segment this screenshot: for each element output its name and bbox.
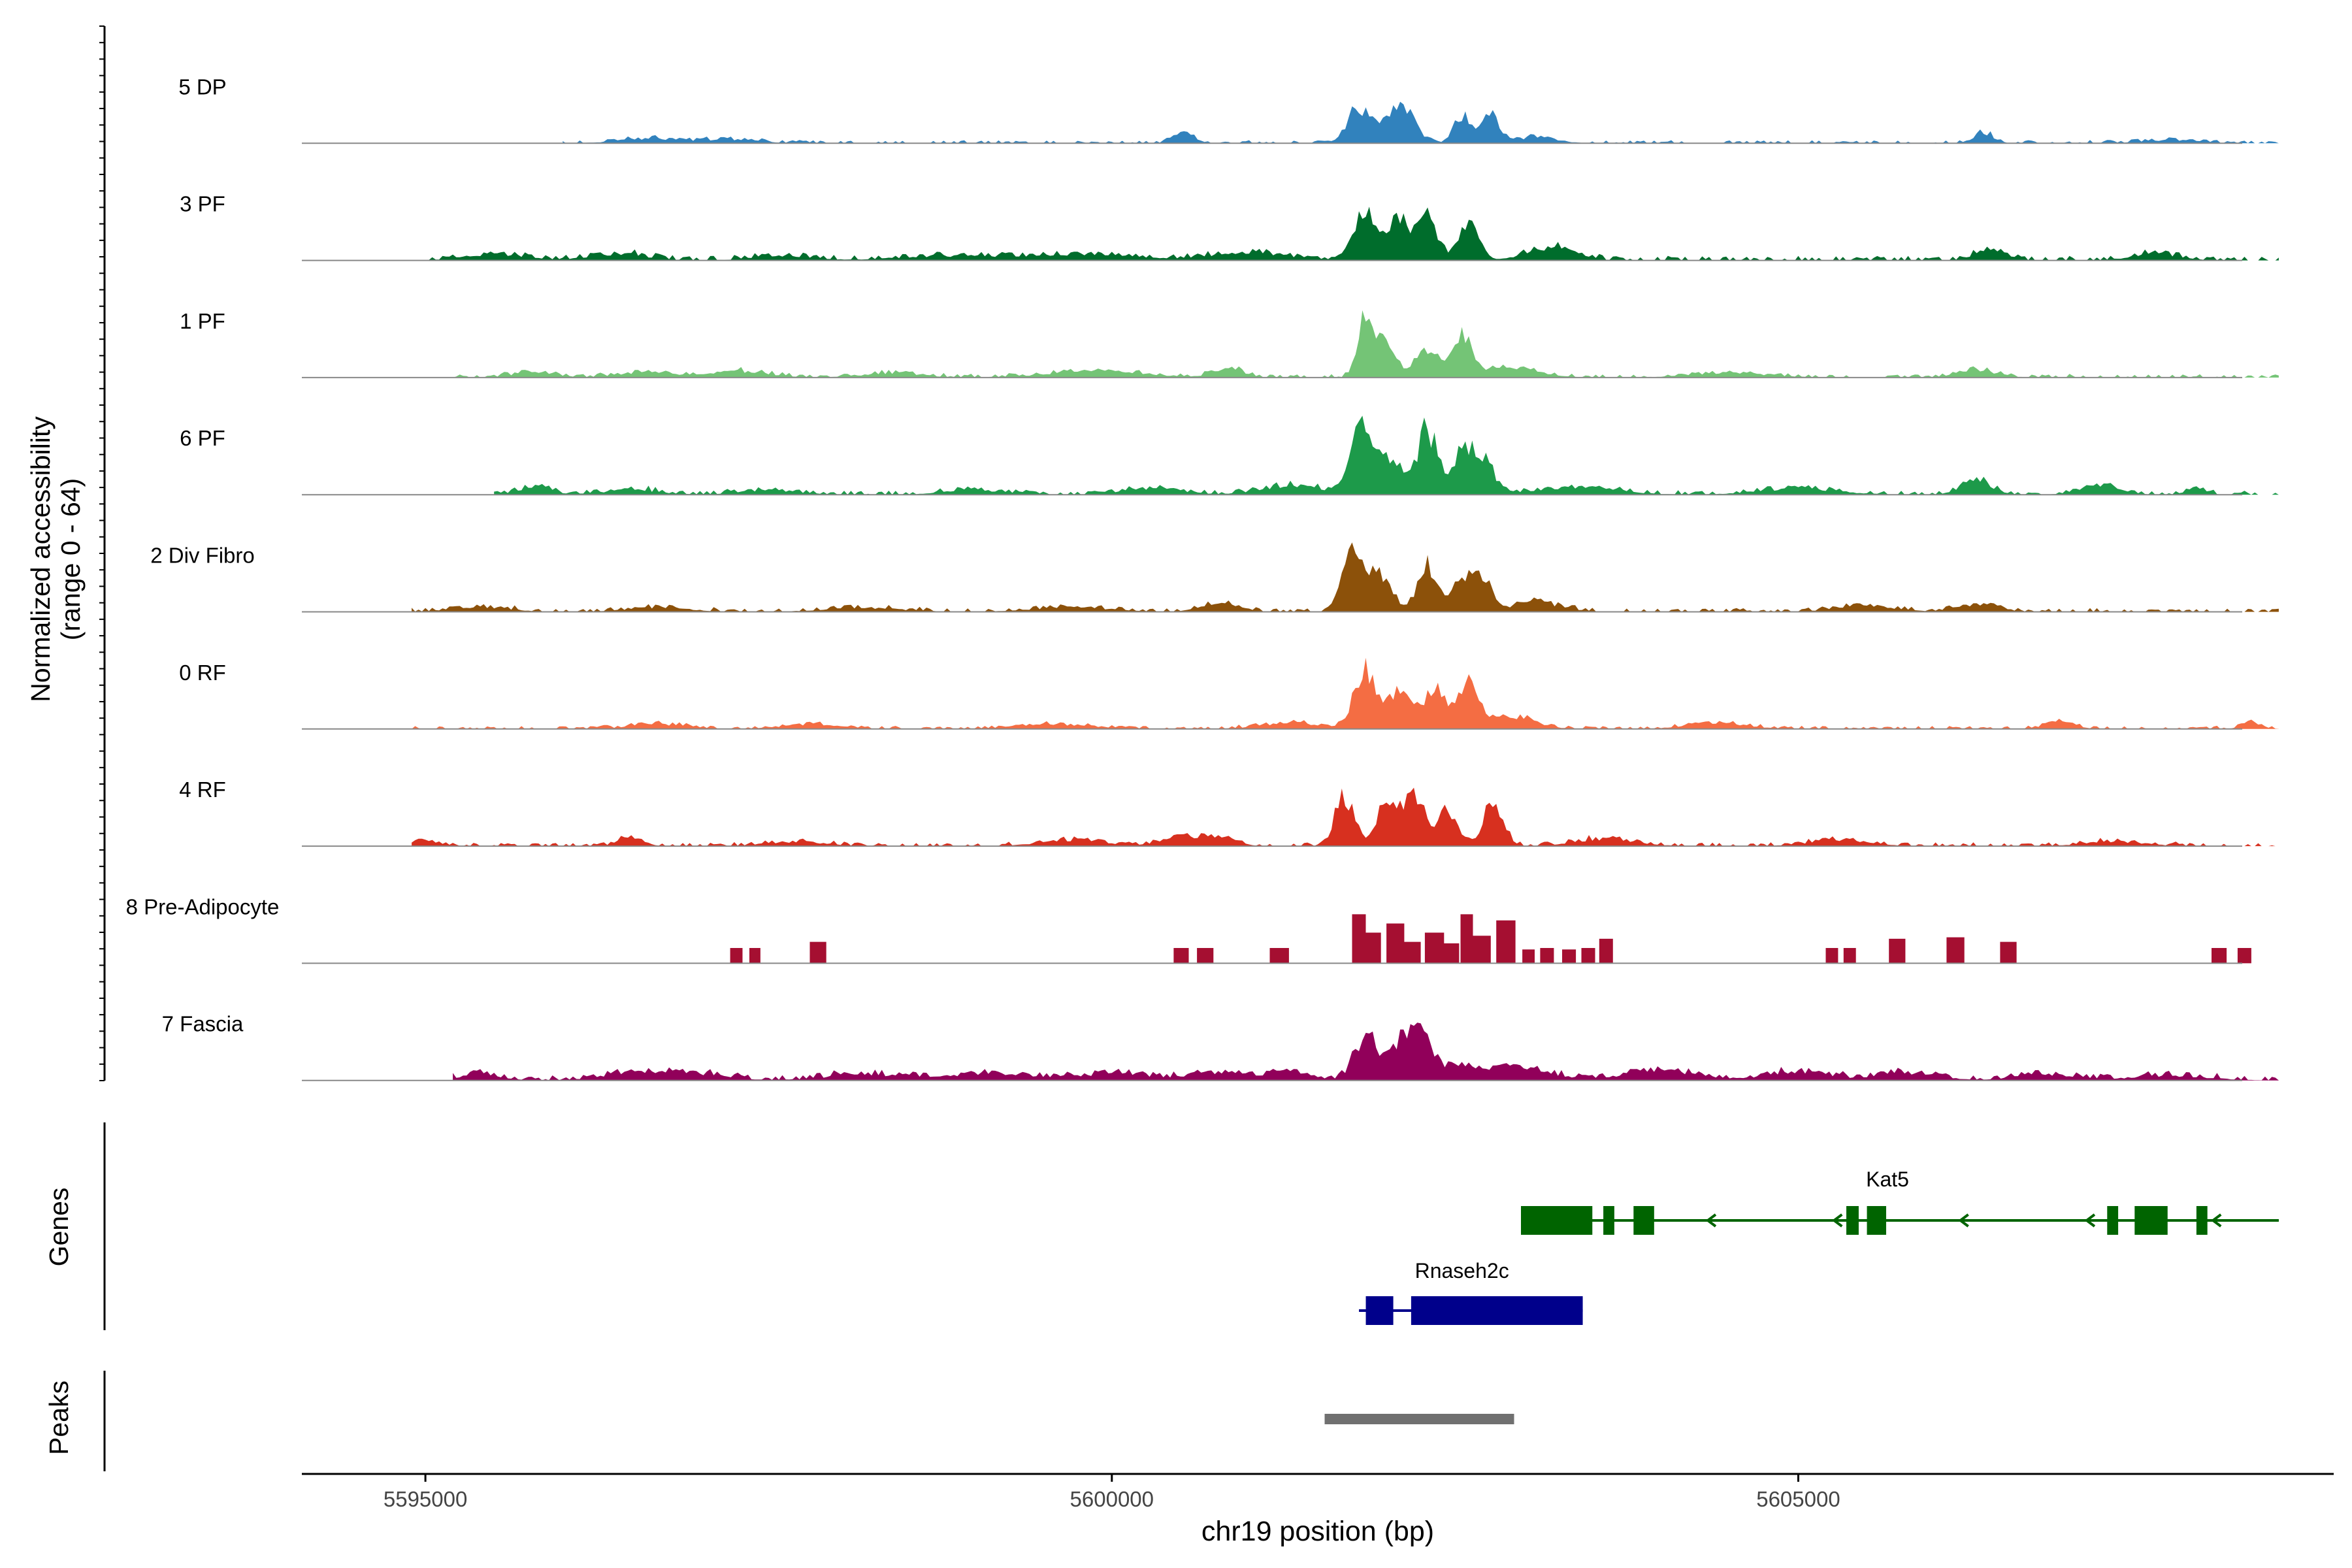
track-5-dp: 5 DP — [178, 74, 2279, 144]
gene-exon — [1365, 1296, 1394, 1325]
track-4-rf: 4 RF — [179, 777, 2279, 847]
coverage-area — [412, 657, 2279, 729]
track-1-pf: 1 PF — [180, 309, 2279, 378]
track-7-fascia: 7 Fascia — [162, 1012, 2279, 1081]
track-label: 5 DP — [178, 74, 226, 99]
peaks-track — [103, 1371, 1514, 1471]
gene-exon — [1846, 1206, 1859, 1235]
strand-arrow — [1958, 1213, 1969, 1228]
x-axis: 5595000 5600000 5605000 — [302, 1473, 2334, 1511]
gene-exon — [1633, 1206, 1654, 1235]
coverage-area — [730, 914, 2251, 964]
y-axis — [99, 25, 106, 1081]
genes-track: Kat5 Rnaseh2c — [103, 1122, 2279, 1330]
strand-arrow — [2210, 1213, 2222, 1228]
peak-region — [1324, 1414, 1514, 1424]
track-label: 2 Div Fibro — [150, 544, 255, 568]
coverage-area — [412, 787, 2279, 847]
gene-exon — [1603, 1206, 1614, 1235]
track-8-pre-adipocyte: 8 Pre-Adipocyte — [126, 894, 2251, 964]
genes-track-label: Genes — [44, 1188, 74, 1267]
track-label: 4 RF — [179, 777, 226, 802]
x-tick-label: 5605000 — [1756, 1487, 1840, 1511]
strand-arrow — [2084, 1213, 2096, 1228]
coverage-tracks: 5 DP 3 PF 1 PF 6 PF 2 Div Fibro 0 RF 4 RF 8 Pre… — [126, 74, 2279, 1081]
track-label: 6 PF — [180, 426, 225, 450]
coverage-area — [412, 206, 2279, 261]
coverage-area — [453, 310, 2279, 378]
gene-exon — [2107, 1206, 2119, 1235]
track-0-rf: 0 RF — [179, 657, 2279, 730]
x-tick-label: 5595000 — [384, 1487, 467, 1511]
track-3-pf: 3 PF — [180, 192, 2279, 261]
strand-arrow — [1705, 1213, 1717, 1228]
coverage-area — [412, 542, 2279, 612]
gene-exon — [1867, 1206, 1886, 1235]
track-label: 3 PF — [180, 192, 225, 216]
x-axis-title: chr19 position (bp) — [1201, 1516, 1434, 1547]
gene-kat5: Kat5 — [1521, 1168, 2279, 1235]
strand-arrow — [1831, 1213, 1843, 1228]
track-label: 8 Pre-Adipocyte — [126, 894, 280, 919]
gene-label: Kat5 — [1866, 1168, 1909, 1191]
track-2-div-fibro: 2 Div Fibro — [150, 542, 2279, 613]
y-axis-title-line1: Normalized accessibility — [25, 416, 56, 702]
track-label: 1 PF — [180, 309, 225, 333]
y-axis-title-line2: (range 0 - 64) — [56, 478, 86, 640]
peaks-track-label: Peaks — [44, 1380, 74, 1455]
track-label: 0 RF — [179, 661, 226, 685]
gene-exon — [2134, 1206, 2168, 1235]
coverage-area — [494, 416, 2279, 495]
gene-rnaseh2c: Rnaseh2c — [1359, 1259, 1583, 1325]
gene-exon — [1521, 1206, 1593, 1235]
track-label: 7 Fascia — [162, 1012, 244, 1036]
coverage-area — [563, 101, 2279, 144]
coverage-area — [453, 1022, 2279, 1081]
gene-exon — [1411, 1296, 1583, 1325]
gene-exon — [2196, 1206, 2208, 1235]
gene-label: Rnaseh2c — [1415, 1259, 1509, 1282]
x-tick-label: 5600000 — [1070, 1487, 1154, 1511]
track-6-pf: 6 PF — [180, 416, 2279, 496]
